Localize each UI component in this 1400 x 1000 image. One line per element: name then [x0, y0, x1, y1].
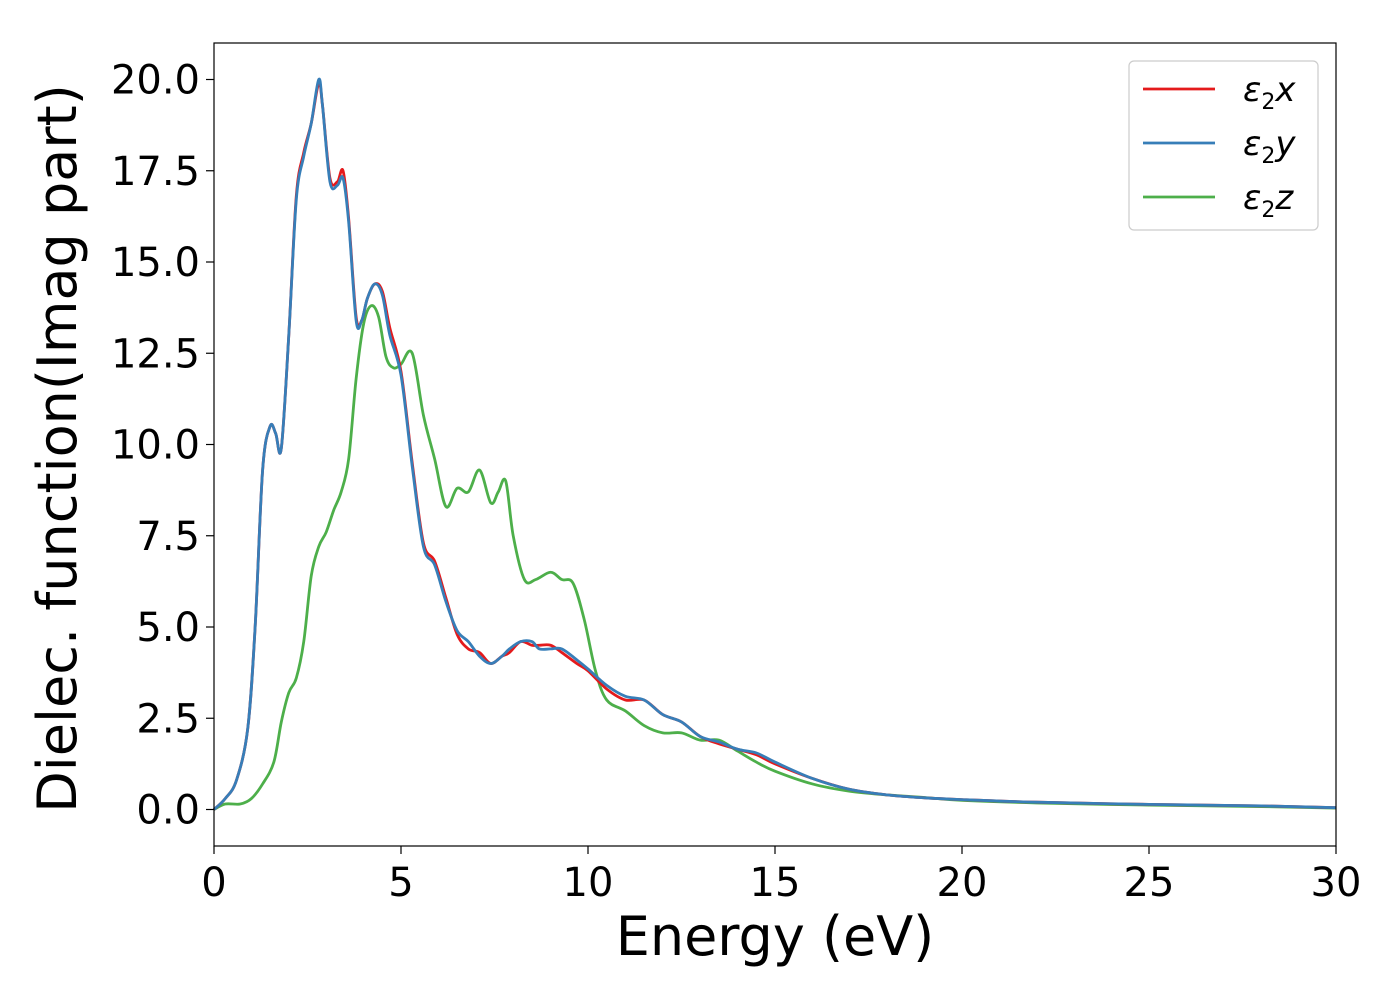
legend: ε2x ε2y ε2z — [1128, 60, 1319, 231]
x-tick-label: 15 — [750, 860, 801, 906]
legend-box — [1128, 60, 1319, 231]
y-tick-label: 20.0 — [111, 58, 200, 104]
y-tick-label: 2.5 — [136, 696, 200, 742]
y-tick-label: 12.5 — [111, 331, 200, 377]
x-axis-title: Energy (eV) — [616, 905, 935, 968]
x-tick-label: 30 — [1311, 860, 1362, 906]
series-line-y — [213, 77, 1337, 811]
x-tick-label: 0 — [201, 860, 226, 906]
legend-label-y: ε2y — [1243, 124, 1296, 169]
x-tick-label: 20 — [937, 860, 988, 906]
x-tick-label: 10 — [563, 860, 614, 906]
y-tick-label: 5.0 — [136, 605, 200, 651]
x-tick-label: 5 — [388, 860, 413, 906]
y-tick-label: 7.5 — [136, 514, 200, 560]
y-tick-label: 0.0 — [136, 788, 200, 834]
x-axis-ticks: 0 5 10 15 20 25 30 — [201, 846, 1361, 906]
legend-label-z: ε2z — [1243, 178, 1294, 223]
y-tick-label: 17.5 — [111, 149, 200, 195]
y-axis-ticks: 0.0 2.5 5.0 7.5 10.0 12.5 15.0 17.5 20.0 — [111, 58, 214, 834]
series-layer — [213, 77, 1337, 811]
x-tick-label: 25 — [1124, 860, 1175, 906]
y-tick-label: 15.0 — [111, 240, 200, 286]
legend-label-x: ε2x — [1243, 70, 1296, 115]
series-line-z — [213, 304, 1337, 811]
y-axis-title: Dielec. function(Imag part) — [26, 84, 89, 813]
y-tick-label: 10.0 — [111, 423, 200, 469]
